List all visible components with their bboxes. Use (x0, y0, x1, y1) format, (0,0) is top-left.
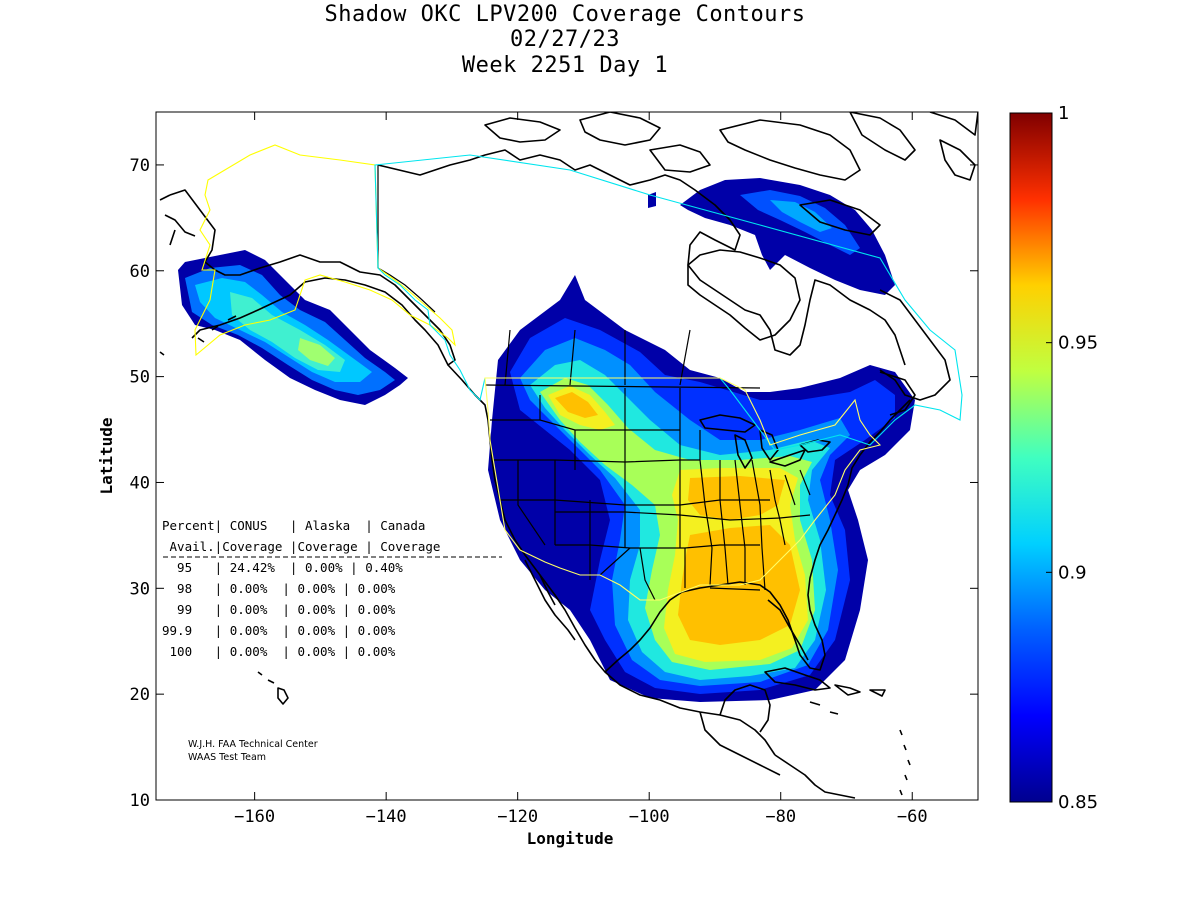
x-tick-label: −100 (629, 807, 670, 827)
chart-title-line-3: Week 2251 Day 1 (461, 53, 669, 78)
y-tick-label: 70 (130, 156, 150, 176)
credit-line-1: W.J.H. FAA Technical Center (188, 739, 318, 750)
stats-row-95: 95 | 24.42% | 0.00% | 0.40% (162, 560, 403, 575)
stats-header-1: Percent| CONUS | Alaska | Canada (162, 518, 425, 533)
chart-title-line-2: 02/27/23 (510, 27, 620, 52)
x-tick-label: −80 (765, 807, 796, 827)
y-tick-label: 40 (130, 473, 150, 493)
stats-header-2: Avail.|Coverage |Coverage | Coverage (162, 539, 440, 554)
conus-region-boundary (484, 377, 882, 601)
credit-line-2: WAAS Test Team (188, 752, 266, 763)
coastlines (159, 112, 978, 799)
x-tick-label: −160 (234, 807, 275, 827)
y-tick-label: 10 (130, 791, 150, 811)
y-tick-label: 20 (130, 685, 150, 705)
y-tick-label: 50 (130, 368, 150, 388)
chart-title-line-1: Shadow OKC LPV200 Coverage Contours (324, 2, 806, 27)
canada-provincial-boundaries (377, 165, 691, 386)
x-tick-label: −120 (497, 807, 538, 827)
colorbar (1009, 112, 1053, 803)
coverage-contour-canada-089 (770, 200, 832, 232)
stats-row-99-9: 99.9 | 0.00% | 0.00% | 0.00% (162, 623, 396, 638)
coverage-contour-canada-087 (740, 190, 860, 255)
map-layers (159, 112, 978, 799)
coverage-contour-canada-085 (680, 178, 895, 295)
plot-frame (155, 111, 979, 801)
y-axis-title: Latitude (97, 417, 116, 494)
y-axis: 10 20 30 40 50 60 70 (130, 156, 978, 811)
colorbar-tick-label: 0.85 (1058, 792, 1098, 813)
coverage-stats-table: Percent| CONUS | Alaska | Canada Avail.|… (162, 518, 502, 659)
colorbar-tick-label: 0.9 (1058, 562, 1087, 583)
canada-region-boundary (374, 154, 963, 451)
stats-row-100: 100 | 0.00% | 0.00% | 0.00% (162, 644, 396, 659)
stats-row-98: 98 | 0.00% | 0.00% | 0.00% (162, 581, 396, 596)
colorbar-tick-label: 0.95 (1058, 333, 1098, 354)
colorbar-tick-label: 1 (1058, 103, 1069, 124)
coverage-contour-alaska-093 (298, 338, 335, 366)
x-tick-label: −140 (366, 807, 407, 827)
y-tick-label: 60 (130, 262, 150, 282)
x-axis-title: Longitude (527, 829, 614, 848)
stats-row-99: 99 | 0.00% | 0.00% | 0.00% (162, 602, 396, 617)
y-tick-label: 30 (130, 579, 150, 599)
us-state-boundaries (484, 384, 811, 601)
x-tick-label: −60 (897, 807, 928, 827)
x-axis: −160 −140 −120 −100 −80 −60 (234, 112, 928, 827)
colorbar-ticks: 0.85 0.9 0.95 1 (1046, 103, 1098, 813)
